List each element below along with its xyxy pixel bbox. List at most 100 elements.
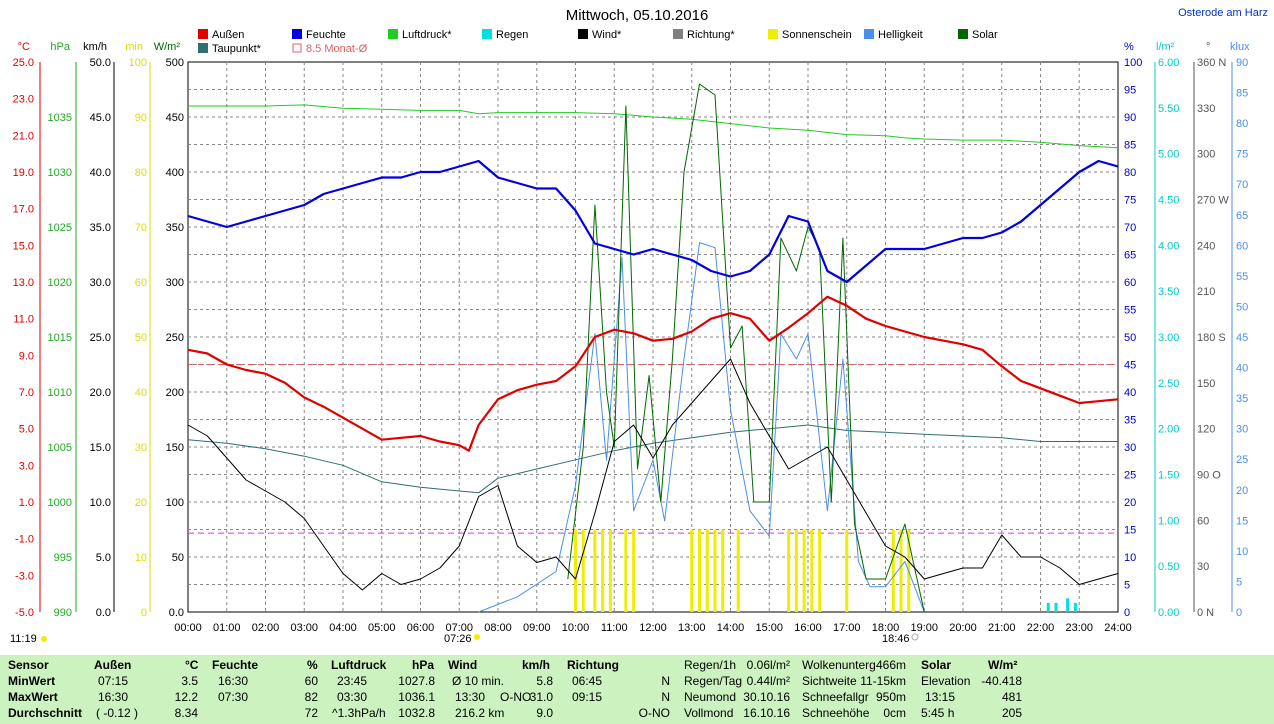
time-axis-tick-label: 16:00 bbox=[794, 622, 822, 634]
temp-axis-tick-label: 21.0 bbox=[13, 130, 34, 142]
solar-axis-tick-label: 200 bbox=[166, 387, 184, 399]
stats-header-sensor: Sensor bbox=[8, 658, 49, 672]
temp-axis-tick-label: 11.0 bbox=[13, 314, 34, 326]
rain-axis-tick-label: 0.50 bbox=[1158, 561, 1179, 573]
pressure-axis-tick-label: 1030 bbox=[48, 167, 72, 179]
temp-axis-tick-label: 13.0 bbox=[13, 277, 34, 289]
sunrise-marker: 07:26 bbox=[444, 633, 472, 645]
legend-swatch bbox=[578, 29, 588, 39]
wind-axis-tick-label: 50.0 bbox=[90, 57, 111, 69]
rain-axis-tick-label: 1.00 bbox=[1158, 515, 1179, 527]
solar-axis-tick-label: 450 bbox=[166, 112, 184, 124]
stats-header-feuchte: Feuchte bbox=[212, 658, 259, 672]
time-axis-tick-label: 10:00 bbox=[562, 622, 590, 634]
wind-axis-tick-label: 20.0 bbox=[90, 387, 111, 399]
brightness-axis-tick-label: 0 bbox=[1236, 607, 1242, 619]
legend-label: 8.5 Monat-Ø bbox=[306, 43, 368, 55]
time-axis-tick-label: 03:00 bbox=[290, 622, 318, 634]
time-axis-tick-label: 21:00 bbox=[988, 622, 1016, 634]
rain-axis-tick-label: 3.00 bbox=[1158, 332, 1179, 344]
wind-axis-tick-label: 35.0 bbox=[90, 222, 111, 234]
legend-swatch bbox=[198, 43, 208, 53]
direction-axis-tick-label: 240 bbox=[1197, 240, 1215, 252]
stats-min-feuchte-time: 16:30 bbox=[218, 674, 249, 688]
rain-axis-tick-label: 4.00 bbox=[1158, 240, 1179, 252]
pressure-axis-tick-label: 1035 bbox=[48, 112, 72, 124]
sunset-icon bbox=[911, 633, 919, 641]
pressure-axis-tick-label: 1005 bbox=[48, 442, 72, 454]
minutes-axis-tick-label: 40 bbox=[135, 387, 147, 399]
temp-axis-tick-label: 15.0 bbox=[13, 240, 34, 252]
stats-min-aussen-val: 3.5 bbox=[181, 674, 198, 688]
pressure-axis-tick-label: 1020 bbox=[48, 277, 72, 289]
current-time-marker: 11:19 bbox=[10, 633, 37, 645]
stats-header-wind-unit: km/h bbox=[522, 658, 551, 672]
time-axis-tick-label: 01:00 bbox=[213, 622, 241, 634]
time-axis-tick-label: 13:00 bbox=[678, 622, 706, 634]
brightness-axis-tick-label: 65 bbox=[1236, 210, 1248, 222]
humidity-axis-tick-label: 10 bbox=[1124, 552, 1136, 564]
minutes-axis-tick-label: 30 bbox=[135, 442, 147, 454]
time-axis-tick-label: 23:00 bbox=[1065, 622, 1093, 634]
brightness-axis-tick-label: 50 bbox=[1236, 301, 1248, 313]
wind-axis-tick-label: 0.0 bbox=[96, 607, 111, 619]
humidity-axis-tick-label: 5 bbox=[1124, 580, 1130, 592]
stats-min-wind-val: 5.8 bbox=[536, 674, 553, 688]
stats-extra-value: 11-15km bbox=[860, 674, 906, 688]
humidity-axis-tick-label: 70 bbox=[1124, 222, 1136, 234]
direction-axis-tick-label: 90 O bbox=[1197, 470, 1221, 482]
stats-header-solar-unit: W/m² bbox=[988, 658, 1018, 672]
stats-extra-label: Sichtweite bbox=[802, 674, 857, 688]
stats-header-aussen-unit: °C bbox=[185, 658, 199, 672]
stats-avg-aussen-range: ( -0.12 ) bbox=[96, 706, 139, 720]
chart-legend: Außen Feuchte Luftdruck* Regen Wind* Richtung… bbox=[198, 29, 998, 55]
direction-axis-tick-label: 180 S bbox=[1197, 332, 1226, 344]
brightness-axis-tick-label: 10 bbox=[1236, 546, 1248, 558]
direction-axis-tick-label: 0 N bbox=[1197, 607, 1214, 619]
brightness-axis-tick-label: 55 bbox=[1236, 271, 1248, 283]
minutes-axis-tick-label: 90 bbox=[135, 112, 147, 124]
stats-solar-value: -40.418 bbox=[981, 674, 1022, 688]
time-axis-tick-label: 18:00 bbox=[872, 622, 900, 634]
humidity-axis-tick-label: 80 bbox=[1124, 167, 1136, 179]
stats-max-wind-val: 31.0 bbox=[529, 690, 553, 704]
stats-avg-label: Durchschnitt bbox=[8, 706, 83, 720]
minutes-axis-tick-label: 70 bbox=[135, 222, 147, 234]
legend-swatch bbox=[864, 29, 874, 39]
humidity-axis-tick-label: 45 bbox=[1124, 360, 1136, 372]
brightness-axis-tick-label: 45 bbox=[1236, 332, 1248, 344]
location-label[interactable]: Osterode am Harz bbox=[1178, 7, 1268, 19]
time-axis-tick-label: 17:00 bbox=[833, 622, 861, 634]
time-axis-tick-label: 08:00 bbox=[484, 622, 512, 634]
wind-axis-tick-label: 15.0 bbox=[90, 442, 111, 454]
rain-axis-unit-label: l/m² bbox=[1156, 41, 1175, 53]
time-axis-tick-label: 19:00 bbox=[910, 622, 938, 634]
stats-avg-druck-val: 1032.8 bbox=[398, 706, 435, 720]
direction-axis-tick-label: 120 bbox=[1197, 424, 1215, 436]
stats-header-aussen: Außen bbox=[94, 658, 132, 672]
legend-swatch bbox=[768, 29, 778, 39]
humidity-axis-tick-label: 35 bbox=[1124, 415, 1136, 427]
stats-max-aussen-val: 12.2 bbox=[174, 690, 198, 704]
legend-swatch bbox=[482, 29, 492, 39]
legend-label: Solar bbox=[972, 29, 998, 41]
rain-axis-tick-label: 3.50 bbox=[1158, 286, 1179, 298]
sunset-marker: 18:46 bbox=[882, 633, 910, 645]
stats-max-label: MaxWert bbox=[8, 690, 58, 704]
temp-axis-tick-label: 25.0 bbox=[13, 57, 34, 69]
legend-label: Taupunkt* bbox=[212, 43, 262, 55]
humidity-axis-tick-label: 65 bbox=[1124, 250, 1136, 262]
time-axis-tick-label: 24:00 bbox=[1104, 622, 1132, 634]
legend-label: Luftdruck* bbox=[402, 29, 452, 41]
stats-header-richtung: Richtung bbox=[567, 658, 619, 672]
temp-axis-tick-label: 23.0 bbox=[13, 94, 34, 106]
direction-axis-unit-label: ° bbox=[1206, 41, 1210, 53]
stats-max-richtung-val: N bbox=[661, 690, 670, 704]
solar-axis-tick-label: 500 bbox=[166, 57, 184, 69]
chart-grid bbox=[187, 61, 1119, 613]
series-luftdruck-line bbox=[188, 104, 1119, 149]
minutes-axis-tick-label: 10 bbox=[135, 552, 147, 564]
stats-max-druck-val: 1036.1 bbox=[398, 690, 435, 704]
stats-extra-label: Schneehöhe bbox=[802, 706, 870, 720]
minutes-axis-tick-label: 50 bbox=[135, 332, 147, 344]
